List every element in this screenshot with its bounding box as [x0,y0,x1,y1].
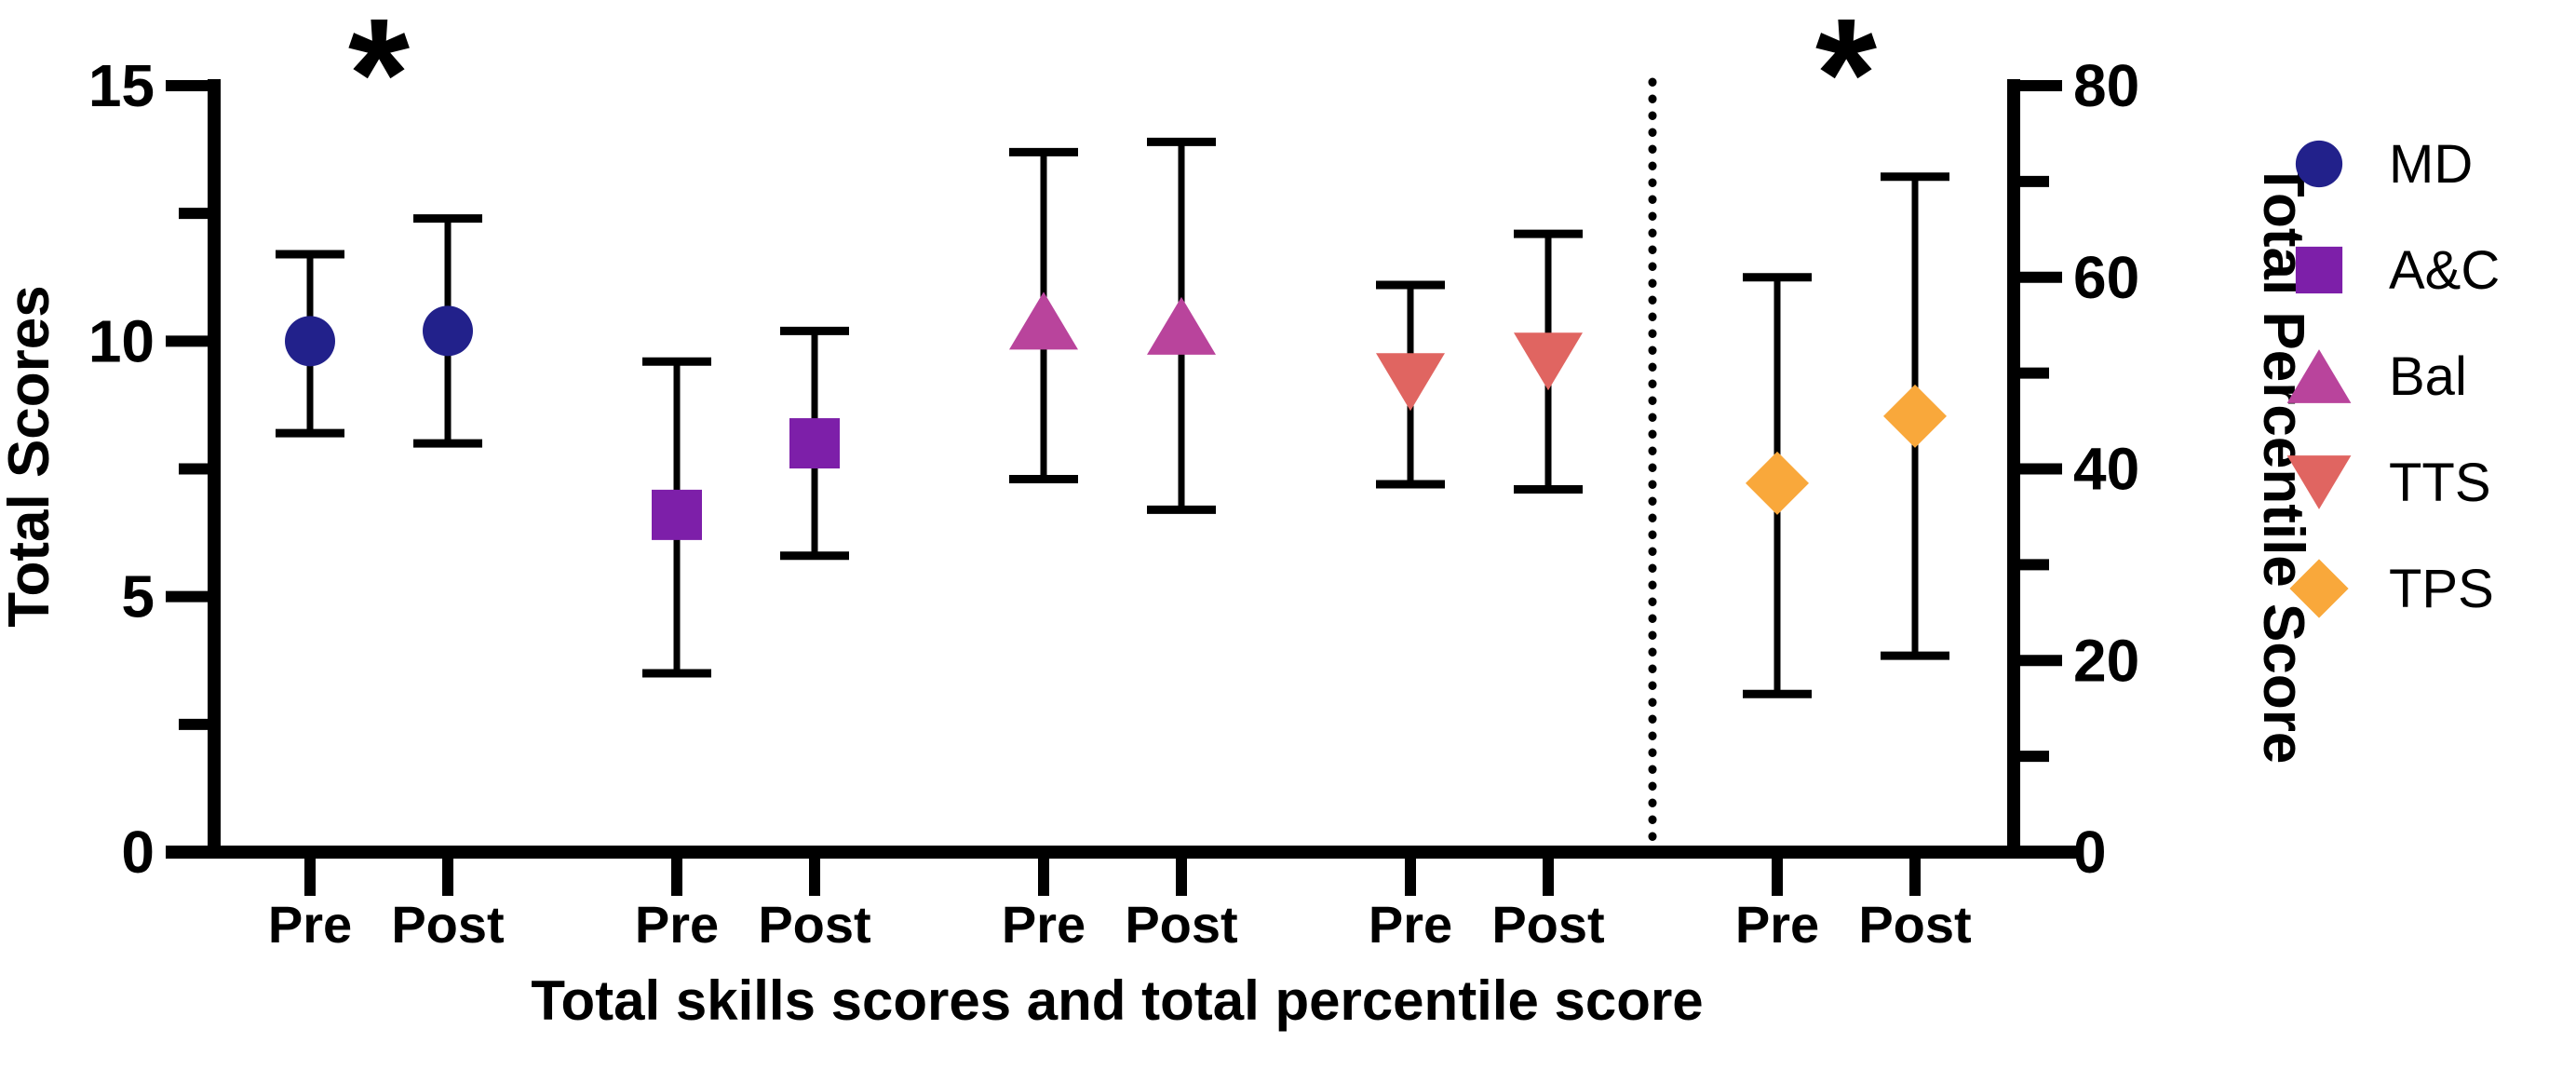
y-axis-left-tick-label: 0 [121,819,155,886]
marker-Bal-pre [1009,291,1078,350]
y-axis-right-tick-label: 20 [2073,627,2139,694]
y-axis-left-tick-label: 5 [121,563,155,630]
y-axis-right-tick-label: 80 [2073,52,2139,119]
marker-TPS-pre [1746,451,1809,515]
legend-marker-Bal [2286,349,2352,403]
marker-A&C-post [789,418,840,469]
y-axis-right-tick-label: 0 [2073,819,2107,886]
legend-marker-TTS [2286,455,2352,509]
x-axis-tick-label: Pre [1735,895,1819,954]
x-axis-tick-label: Post [1125,895,1237,954]
significance-asterisk: * [1815,0,1877,163]
marker-A&C-pre [652,489,702,540]
y-axis-left-tick-label: 15 [88,52,155,119]
marker-MD-post [423,305,473,357]
legend-label: MD [2389,134,2473,195]
marker-TTS-post [1514,332,1583,391]
x-axis-tick-label: Post [1858,895,1971,954]
y-axis-right-tick-label: 40 [2073,436,2139,503]
x-axis-tick-label: Pre [635,895,719,954]
marker-MD-pre [285,316,335,367]
x-axis-tick-label: Post [1491,895,1604,954]
marker-TPS-post [1883,384,1947,448]
y-axis-left-title: Total Scores [0,285,61,628]
legend-label: Bal [2389,346,2467,407]
legend-label: TTS [2389,453,2491,513]
legend-marker-MD [2295,140,2343,188]
legend-marker-TPS [2289,559,2349,618]
x-axis-tick-label: Pre [268,895,352,954]
x-axis-title: Total skills scores and total percentile… [531,969,1703,1032]
marker-TTS-pre [1376,353,1445,412]
x-axis-tick-label: Post [391,895,504,954]
x-axis-tick-label: Pre [1002,895,1086,954]
y-axis-right-tick-label: 60 [2073,244,2139,311]
legend-marker-A&C [2295,246,2343,294]
legend-label: A&C [2389,240,2500,301]
legend-label: TPS [2389,559,2494,619]
x-axis-tick-label: Pre [1369,895,1452,954]
y-axis-left-tick-label: 10 [88,307,155,374]
significance-asterisk: * [348,0,410,163]
marker-Bal-post [1147,296,1216,355]
x-axis-tick-label: Post [758,895,870,954]
